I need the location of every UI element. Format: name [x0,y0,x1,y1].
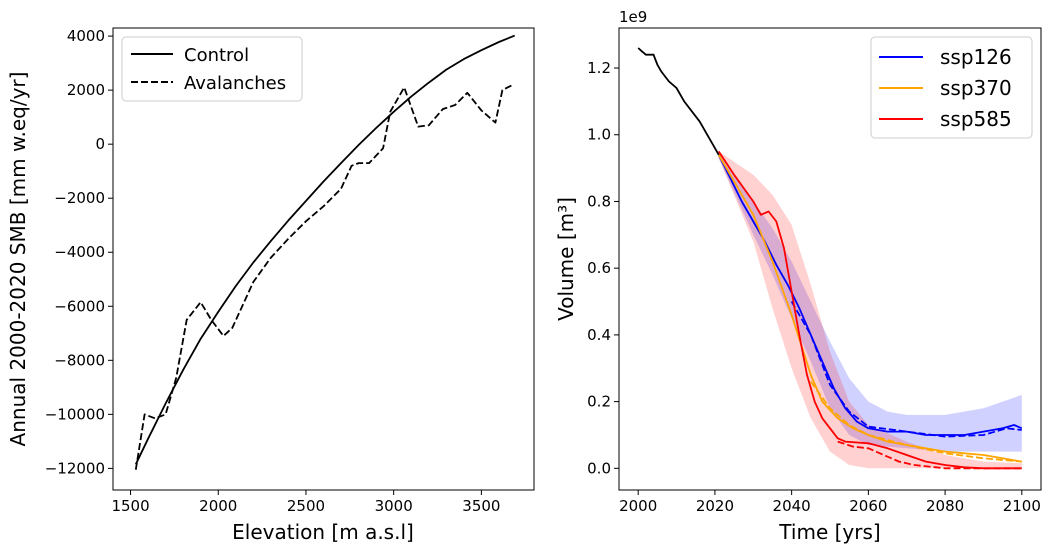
right-axis-ticks: 2000 2020 2040 2060 2080 2100 0.0 0.2 0.4 0.6 0.8 1… [587,59,1041,515]
right-y-offset-label: 1e9 [619,8,647,26]
left-xtick-label: 3500 [462,497,500,515]
right-y-axis-label: Volume [m³] [554,197,578,321]
right-xtick-label: 2080 [926,497,964,515]
left-series-lines [134,34,516,470]
left-ytick-label: 2000 [67,81,105,99]
left-xtick-label: 3000 [375,497,413,515]
right-ytick-label: 0.2 [587,393,611,411]
left-ytick-label: 4000 [67,27,105,45]
right-legend-box [870,36,1033,139]
right-series-lines [637,47,1023,470]
right-uncertainty-bands [718,151,1022,469]
left-ytick-label: −10000 [45,405,105,423]
right-chart-panel: 2000 2020 2040 2060 2080 2100 0.0 0.2 0.4 0.6 0.8 1… [554,8,1042,544]
legend-ssp126-label: ssp126 [940,45,1012,69]
series-historical-line [637,47,720,156]
series-avalanches-line [134,83,514,470]
right-xtick-label: 2060 [849,497,887,515]
left-ytick-label: 0 [95,135,105,153]
right-legend: ssp126 ssp370 ssp585 [870,36,1033,139]
left-xtick-label: 2500 [287,497,325,515]
series-ssp585-line [717,150,1022,470]
band-ssp126 [718,151,1022,452]
left-axis-ticks: 1500 2000 2500 3000 3500 −12000 −10000 −8000 −60… [45,27,501,515]
right-xtick-label: 2100 [1003,497,1041,515]
left-ytick-label: −4000 [54,243,105,261]
right-ytick-label: 0.8 [587,192,611,210]
left-legend: Control Avalanches [121,36,303,102]
legend-ssp585-label: ssp585 [940,107,1012,131]
series-ssp585-dashed-line [837,440,1022,470]
left-y-axis-label: Annual 2000-2020 SMB [mm w.eq/yr] [6,72,30,447]
series-control-line [134,34,516,465]
legend-ssp370-label: ssp370 [940,76,1012,100]
series-ssp126-dashed-line [790,301,1022,438]
left-x-axis-label: Elevation [m a.s.l] [232,520,414,544]
legend-control-label: Control [184,45,249,66]
left-ytick-label: −2000 [54,189,105,207]
left-ytick-label: −12000 [45,459,105,477]
right-plot-frame [618,27,1042,491]
series-ssp370-dashed-line [810,381,1022,463]
right-xtick-label: 2040 [773,497,811,515]
right-ytick-label: 0.0 [587,459,611,477]
band-ssp585 [718,151,1022,469]
right-ytick-label: 0.4 [587,326,611,344]
right-ytick-label: 0.6 [587,259,611,277]
left-ytick-label: −8000 [54,351,105,369]
left-xtick-label: 1500 [111,497,149,515]
right-xtick-label: 2020 [696,497,734,515]
legend-avalanches-label: Avalanches [184,73,286,94]
left-xtick-label: 2000 [199,497,237,515]
left-chart-panel: 1500 2000 2500 3000 3500 −12000 −10000 −8000 −60… [6,27,535,544]
left-ytick-label: −6000 [54,297,105,315]
right-xtick-label: 2000 [619,497,657,515]
right-ytick-label: 1.2 [587,59,611,77]
right-ytick-label: 1.0 [587,126,611,144]
left-plot-frame [112,27,535,491]
right-x-axis-label: Time [yrs] [778,520,880,544]
